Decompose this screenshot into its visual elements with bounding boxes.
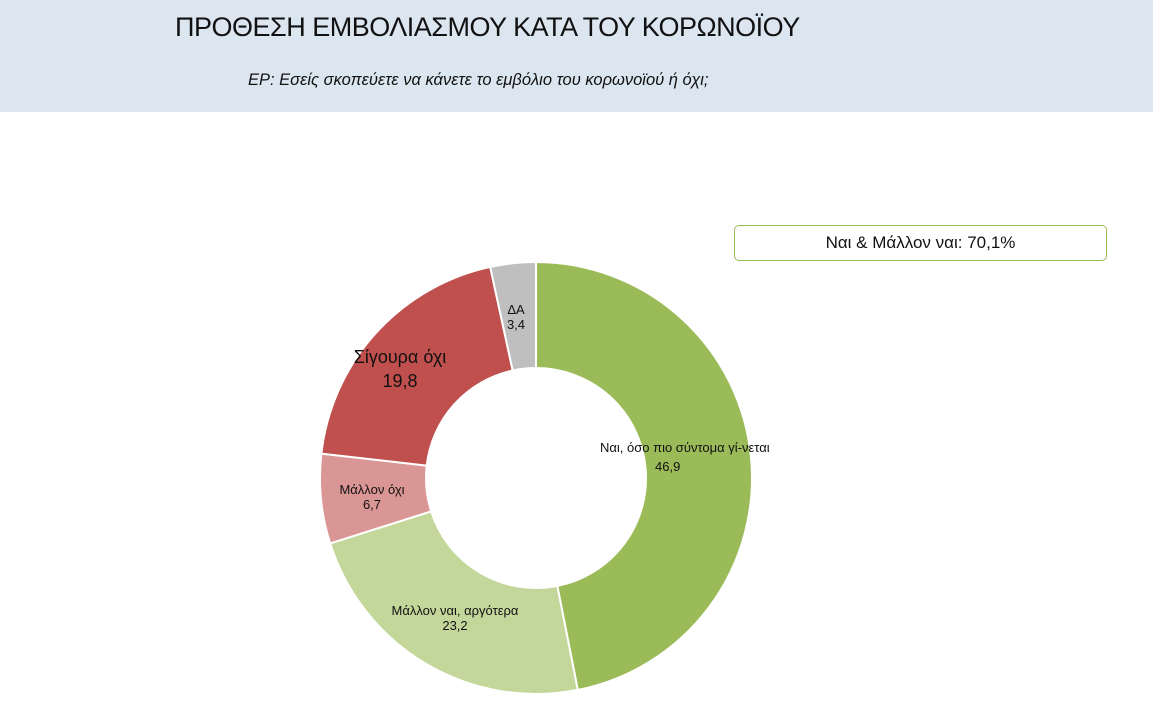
question-subtitle: ΕΡ: Εσείς σκοπεύετε να κάνετε το εμβόλιο… [248, 71, 709, 89]
slice-value: 3,4 [506, 317, 526, 332]
donut-slice-3 [320, 265, 514, 467]
donut-slice-0 [535, 260, 753, 692]
chart-title: ΠΡΟΘΕΣΗ ΕΜΒΟΛΙΑΣΜΟΥ ΚΑΤΑ ΤΟΥ ΚΟΡΩΝΟΪΟΥ [175, 12, 800, 42]
slice-label-text: ΔΑ [507, 302, 525, 317]
slice-value: 6,7 [362, 497, 382, 512]
slice-value: 46,9 [655, 459, 681, 474]
slice-label-dk: ΔΑ 3,4 [496, 302, 536, 332]
slice-label-text: Ναι, όσο πιο σύντομα γί-νεται [600, 440, 770, 455]
summary-box: Ναι & Μάλλον ναι: 70,1% [734, 225, 1107, 261]
slice-label-yes-now: Ναι, όσο πιο σύντομα γί-νεται 46,9 [600, 440, 790, 474]
slice-value: 19,8 [382, 371, 418, 391]
donut-slice-1 [328, 510, 579, 695]
slice-label-text: Μάλλον όχι [339, 482, 405, 497]
slice-value: 23,2 [442, 618, 468, 633]
slice-label-maybe-yes: Μάλλον ναι, αργότερα 23,2 [370, 603, 540, 633]
donut-slice-4 [489, 260, 537, 372]
slice-label-definitely-no: Σίγουρα όχι 19,8 [340, 345, 460, 393]
slice-label-maybe-no: Μάλλον όχι 6,7 [322, 482, 422, 512]
slice-label-text: Μάλλον ναι, αργότερα [391, 603, 519, 618]
slice-label-text: Σίγουρα όχι [353, 347, 447, 367]
header-band: ΠΡΟΘΕΣΗ ΕΜΒΟΛΙΑΣΜΟΥ ΚΑΤΑ ΤΟΥ ΚΟΡΩΝΟΪΟΥ Ε… [0, 0, 1153, 112]
